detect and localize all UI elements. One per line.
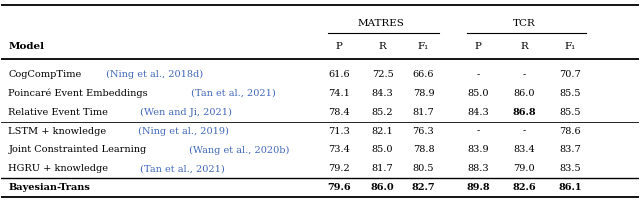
Text: (Tan et al., 2021): (Tan et al., 2021) — [188, 88, 276, 97]
Text: 80.5: 80.5 — [413, 164, 434, 173]
Text: MATRES: MATRES — [358, 19, 404, 28]
Text: 70.7: 70.7 — [559, 69, 581, 78]
Text: (Wen and Ji, 2021): (Wen and Ji, 2021) — [137, 107, 232, 116]
Text: 73.4: 73.4 — [328, 145, 350, 154]
Text: -: - — [477, 126, 480, 135]
Text: (Tan et al., 2021): (Tan et al., 2021) — [137, 164, 225, 173]
Text: 81.7: 81.7 — [372, 164, 394, 173]
Text: 85.0: 85.0 — [468, 88, 489, 97]
Text: Model: Model — [8, 42, 44, 51]
Text: 66.6: 66.6 — [413, 69, 434, 78]
Text: 72.5: 72.5 — [372, 69, 394, 78]
Text: R: R — [379, 42, 387, 51]
Text: 85.5: 85.5 — [559, 107, 581, 116]
Text: -: - — [477, 69, 480, 78]
Text: 78.8: 78.8 — [413, 145, 435, 154]
Text: Joint Constrainted Learning: Joint Constrainted Learning — [8, 145, 147, 154]
Text: 74.1: 74.1 — [328, 88, 350, 97]
Text: 86.1: 86.1 — [559, 183, 582, 191]
Text: F₁: F₁ — [418, 42, 429, 51]
Text: -: - — [523, 69, 526, 78]
Text: 84.3: 84.3 — [372, 88, 394, 97]
Text: 71.3: 71.3 — [328, 126, 350, 135]
Text: 82.1: 82.1 — [372, 126, 394, 135]
Text: R: R — [520, 42, 528, 51]
Text: 78.6: 78.6 — [559, 126, 581, 135]
Text: 83.7: 83.7 — [559, 145, 581, 154]
Text: 85.5: 85.5 — [559, 88, 581, 97]
Text: 85.0: 85.0 — [372, 145, 394, 154]
Text: 86.0: 86.0 — [371, 183, 394, 191]
Text: LSTM + knowledge: LSTM + knowledge — [8, 126, 106, 135]
Text: CogCompTime: CogCompTime — [8, 69, 82, 78]
Text: 82.6: 82.6 — [513, 183, 536, 191]
Text: P: P — [475, 42, 482, 51]
Text: 83.5: 83.5 — [559, 164, 581, 173]
Text: (Wang et al., 2020b): (Wang et al., 2020b) — [186, 145, 290, 154]
Text: 85.2: 85.2 — [372, 107, 394, 116]
Text: (Ning et al., 2019): (Ning et al., 2019) — [134, 126, 228, 135]
Text: HGRU + knowledge: HGRU + knowledge — [8, 164, 108, 173]
Text: 79.0: 79.0 — [513, 164, 535, 173]
Text: 78.9: 78.9 — [413, 88, 435, 97]
Text: 76.3: 76.3 — [413, 126, 435, 135]
Text: 79.6: 79.6 — [327, 183, 351, 191]
Text: F₁: F₁ — [564, 42, 576, 51]
Text: -: - — [523, 126, 526, 135]
Text: 84.3: 84.3 — [467, 107, 489, 116]
Text: 86.8: 86.8 — [513, 107, 536, 116]
Text: 86.0: 86.0 — [514, 88, 535, 97]
Text: Relative Event Time: Relative Event Time — [8, 107, 108, 116]
Text: 89.8: 89.8 — [467, 183, 490, 191]
Text: Bayesian-Trans: Bayesian-Trans — [8, 183, 90, 191]
Text: 81.7: 81.7 — [413, 107, 435, 116]
Text: 61.6: 61.6 — [328, 69, 350, 78]
Text: Poincaré Event Embeddings: Poincaré Event Embeddings — [8, 88, 148, 97]
Text: 82.7: 82.7 — [412, 183, 435, 191]
Text: P: P — [336, 42, 342, 51]
Text: 88.3: 88.3 — [468, 164, 489, 173]
Text: 78.4: 78.4 — [328, 107, 350, 116]
Text: (Ning et al., 2018d): (Ning et al., 2018d) — [102, 69, 203, 78]
Text: TCR: TCR — [513, 19, 536, 28]
Text: 83.4: 83.4 — [513, 145, 535, 154]
Text: 83.9: 83.9 — [468, 145, 489, 154]
Text: 79.2: 79.2 — [328, 164, 350, 173]
